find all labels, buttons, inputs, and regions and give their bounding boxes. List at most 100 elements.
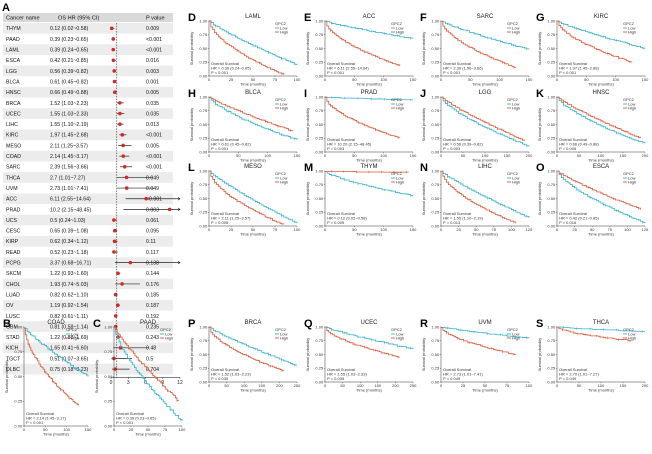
km-y-tick-label: 1.00 (199, 324, 208, 329)
forest-point (121, 143, 125, 148)
km-panel-lihc: N LIHC 0.00 0.25 0.50 0.75 1.00 0 25 50 75 100 125 Ti… (420, 162, 533, 237)
forest-row-bg (3, 299, 173, 311)
forest-row-name: CESC (6, 229, 21, 235)
km-x-tick-label: 0 (113, 427, 116, 432)
km-legend-low: Low (396, 25, 403, 30)
km-y-tick-label: 1.00 (547, 94, 556, 99)
km-hr-text: HR = 1.55 (1.10~2.19) (443, 216, 483, 221)
km-x-tick-label: 100 (612, 77, 619, 82)
km-x-tick-label: 50 (340, 383, 345, 388)
forest-row-p: <0.001 (146, 154, 162, 160)
forest-point (111, 37, 116, 41)
forest-point (122, 164, 127, 169)
km-curve-low (441, 170, 530, 218)
forest-row-name: ESCA (6, 58, 21, 64)
km-x-tick-label: 50 (584, 77, 589, 82)
km-x-tick-label: 200 (276, 383, 283, 388)
km-curve-low (325, 326, 414, 349)
km-curve-low (557, 170, 646, 223)
km-legend-low: Low (512, 175, 519, 180)
forest-point (112, 79, 117, 84)
km-legend-high: High (512, 335, 520, 340)
km-curve-low (441, 326, 530, 339)
forest-row-name: LUAD (6, 292, 20, 298)
forest-row-hr: 0.82 (0.62~1.10) (50, 292, 88, 298)
km-y-tick-label: 0.75 (315, 32, 324, 37)
km-curve-high (209, 20, 285, 75)
forest-row-p: <0.001 (146, 197, 162, 203)
forest-row-p: 0.016 (146, 58, 159, 64)
km-title: THYM (361, 164, 378, 170)
km-y-tick-label: 0.00 (431, 149, 440, 154)
forest-row-bg (3, 129, 173, 141)
km-legend-title: GPC2 (507, 21, 519, 26)
forest-row-p: 0.11 (146, 239, 156, 245)
km-y-tick-label: 0.50 (547, 46, 556, 51)
km-title: BLCA (245, 90, 261, 96)
forest-row-hr: 6.11 (2.55~14.64) (50, 197, 91, 203)
km-panel-laml: D LAML 0.00 0.25 0.50 0.75 1.00 0 25 50 75 100 Time … (188, 12, 301, 87)
km-title: UCEC (360, 320, 378, 326)
km-y-tick-label: 0.00 (315, 223, 324, 228)
forest-row-p: <0.001 (146, 37, 162, 43)
km-y-label: Survival probability (305, 182, 310, 216)
km-y-tick-label: 0.75 (315, 182, 324, 187)
km-x-label: Time (months) (356, 158, 382, 163)
km-x-tick-label: 0 (556, 77, 559, 82)
km-curve-high (441, 20, 517, 68)
forest-row-p: 0.192 (146, 314, 159, 320)
km-legend-high: High (165, 335, 173, 340)
forest-row-hr: 3.37 (0.68~16.71) (50, 261, 91, 267)
km-p-text: P = 0.003 (443, 146, 461, 151)
km-x-tick-label: 100 (598, 153, 605, 158)
km-y-tick-label: 1.00 (431, 18, 440, 23)
km-x-tick-label: 150 (410, 227, 417, 232)
km-hr-text: HR = 0.39 (0.23~0.65) (116, 416, 156, 421)
forest-row-bg (3, 257, 173, 268)
km-x-tick-label: 150 (374, 383, 381, 388)
km-legend-title: GPC2 (160, 327, 172, 332)
km-x-tick-label: 75 (273, 227, 278, 232)
km-legend-high: High (396, 335, 404, 340)
km-panel-hnsc: K HNSC 0.00 0.25 0.50 0.75 1.00 0 50 100 150 200 Tim… (536, 88, 649, 163)
forest-row-name: DLBC (6, 367, 20, 373)
km-y-label: Survival probability (94, 360, 99, 394)
km-x-tick-label: 100 (380, 153, 387, 158)
km-hr-text: HR = 6.11 (2.55~14.64) (327, 66, 369, 71)
km-x-tick-label: 0 (324, 153, 327, 158)
forest-row-p: 0.005 (146, 143, 159, 149)
km-legend-low: Low (280, 175, 287, 180)
km-x-tick-label: 100 (380, 227, 387, 232)
km-y-label: Survival probability (537, 32, 542, 66)
km-y-tick-label: 1.00 (315, 94, 324, 99)
km-os-label: Overall Survival (211, 211, 239, 216)
km-hr-text: HR = 2.11 (1.25~3.57) (211, 216, 251, 221)
km-y-tick-label: 0.25 (315, 60, 324, 65)
km-y-tick-label: 0.00 (431, 379, 440, 384)
forest-row-hr: 0.52 (0.23~1.18) (50, 250, 88, 256)
forest-x-tick-label: 12 (177, 380, 183, 386)
km-title: LIHC (478, 164, 492, 170)
km-y-tick-label: 0.25 (315, 210, 324, 215)
km-y-tick-label: 1.00 (199, 18, 208, 23)
km-legend-title: GPC2 (275, 97, 287, 102)
km-legend-high: High (396, 105, 404, 110)
km-y-tick-label: 0.75 (431, 182, 440, 187)
km-y-tick-label: 0.75 (547, 182, 556, 187)
panel-letter-h: H (188, 88, 196, 100)
km-x-label: Time (months) (472, 82, 498, 87)
forest-row-bg (3, 150, 173, 162)
forest-row-name: ACC (6, 197, 17, 203)
km-hr-text: HR = 2.14 (1.45~3.17) (26, 416, 66, 421)
panel-letter-i: I (304, 88, 307, 100)
km-title: BRCA (245, 320, 262, 326)
km-p-text: P < 0.001 (327, 70, 345, 75)
forest-row-name: PCPG (6, 261, 21, 267)
km-y-tick-label: 0.00 (14, 423, 23, 428)
km-os-label: Overall Survival (211, 61, 239, 66)
km-title: THCA (593, 320, 609, 326)
km-legend-low: Low (628, 331, 635, 336)
forest-row-p: 0.187 (146, 303, 159, 309)
km-p-text: P = 0.005 (211, 220, 229, 225)
